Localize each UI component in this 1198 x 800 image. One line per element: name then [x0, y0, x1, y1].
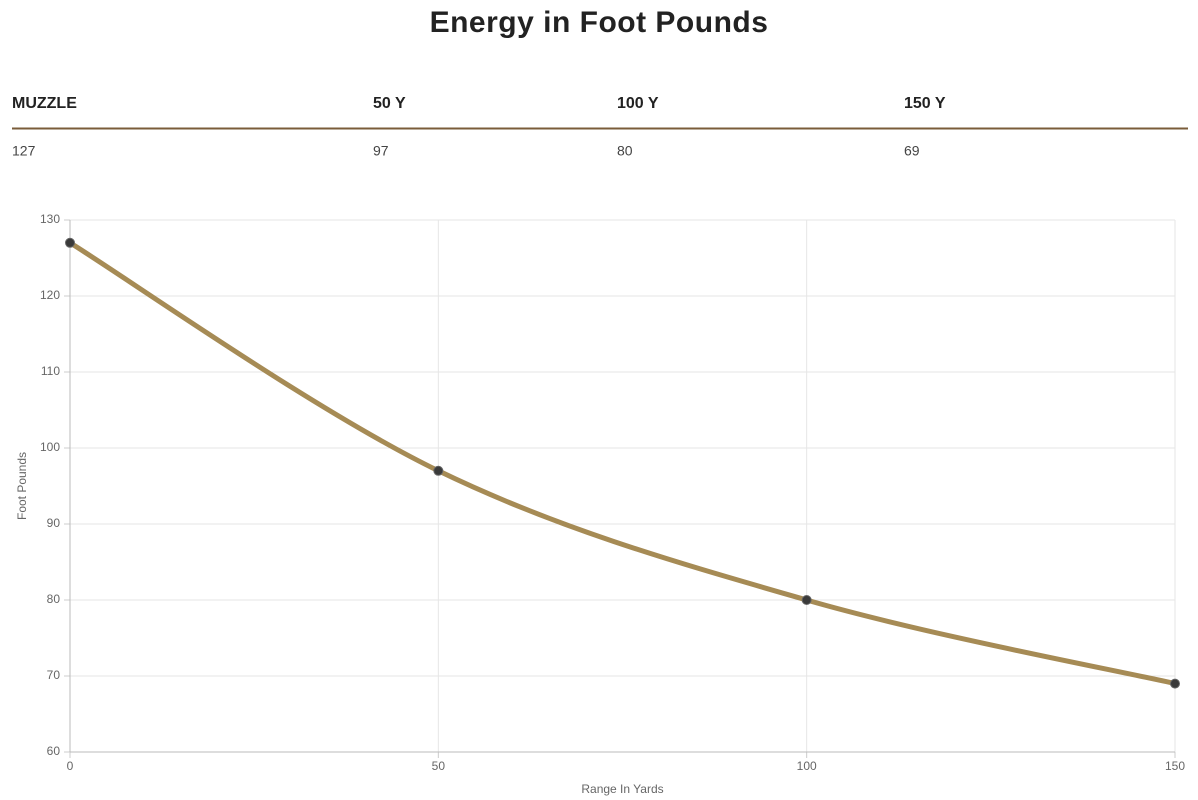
- data-point: [1170, 678, 1180, 689]
- y-tick-label: 90: [47, 516, 61, 530]
- page-title: Energy in Foot Pounds: [430, 6, 769, 39]
- data-point: [65, 237, 75, 248]
- table-header: 150 Y: [904, 95, 946, 112]
- table-header: MUZZLE: [12, 95, 77, 112]
- x-tick-label: 150: [1165, 759, 1185, 773]
- x-axis-label: Range In Yards: [581, 782, 663, 796]
- table-header: 50 Y: [373, 95, 406, 112]
- y-axis-label: Foot Pounds: [15, 452, 29, 520]
- x-tick-label: 100: [797, 759, 817, 773]
- y-tick-label: 110: [41, 364, 60, 378]
- y-tick-label: 70: [47, 668, 61, 682]
- x-tick-label: 50: [432, 759, 446, 773]
- data-line: [67, 240, 1178, 687]
- data-point: [801, 595, 812, 605]
- table-header: 100 Y: [617, 95, 659, 112]
- y-tick-label: 80: [47, 592, 61, 606]
- y-tick-label: 130: [40, 212, 60, 226]
- table-cell: 80: [617, 143, 633, 159]
- y-tick-label: 120: [40, 288, 60, 302]
- x-tick-label: 0: [67, 759, 74, 773]
- table-cell: 69: [904, 143, 920, 159]
- y-tick-label: 100: [40, 440, 60, 454]
- data-point: [433, 465, 444, 476]
- y-tick-label: 60: [47, 744, 61, 758]
- table-cell: 127: [12, 143, 36, 159]
- table-cell: 97: [373, 143, 389, 159]
